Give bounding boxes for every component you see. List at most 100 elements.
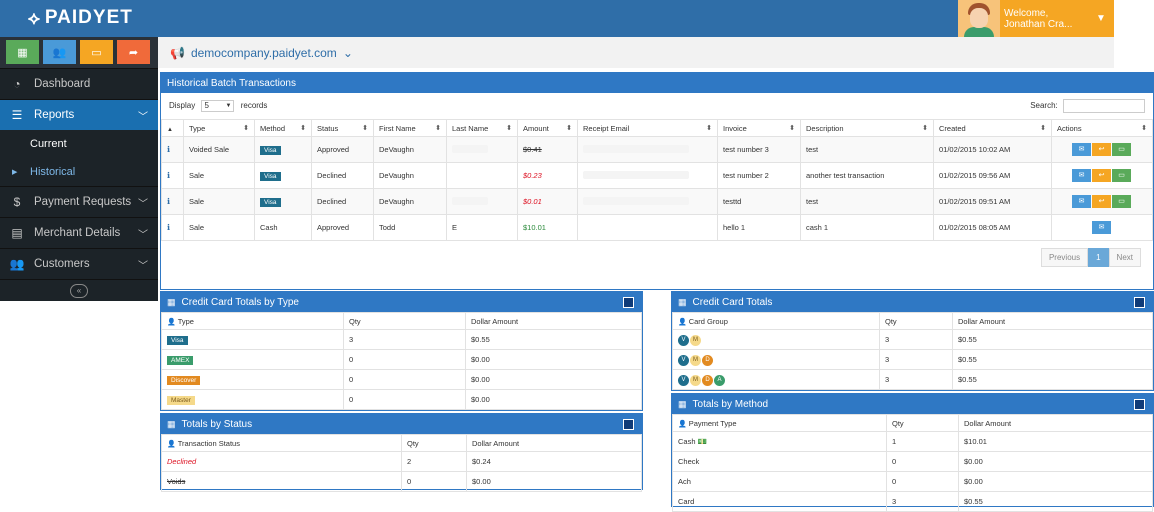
sidebar-item-customers[interactable]: 👥 Customers ﹀ bbox=[0, 248, 158, 279]
column-header[interactable]: Status ⬍ bbox=[311, 119, 374, 137]
column-header[interactable]: Invoice ⬍ bbox=[717, 119, 801, 137]
email-receipt-button[interactable]: ✉ bbox=[1072, 143, 1091, 156]
visa-circle: V bbox=[678, 374, 689, 386]
column-header[interactable]: Method ⬍ bbox=[254, 119, 312, 137]
column-header[interactable]: First Name ⬍ bbox=[373, 119, 447, 137]
email-receipt-button[interactable]: ✉ bbox=[1072, 195, 1091, 208]
column-header[interactable]: Receipt Email ⬍ bbox=[577, 119, 718, 137]
panel-title: Historical Batch Transactions bbox=[167, 77, 296, 89]
visa-badge: Visa bbox=[260, 145, 281, 155]
brand-logo[interactable]: ⟡ PAIDYET bbox=[28, 7, 133, 29]
first-name-cell: DeVaughn bbox=[373, 136, 447, 163]
discover-badge: Discover bbox=[167, 375, 201, 385]
column-header[interactable]: Actions ⬍ bbox=[1051, 119, 1153, 137]
pagination: Previous 1 Next bbox=[161, 241, 1153, 274]
column-header[interactable]: Type ⬍ bbox=[183, 119, 255, 137]
quick-actions: ▦ 👥 ▭ ➦ bbox=[0, 37, 158, 68]
email-receipt-button[interactable]: ✉ bbox=[1092, 221, 1111, 234]
page-1-button[interactable]: 1 bbox=[1088, 248, 1109, 267]
sidebar-item-payment-requests[interactable]: $ Payment Requests ﹀ bbox=[0, 186, 158, 217]
user-menu[interactable]: Welcome, Jonathan Cra... ▼ bbox=[958, 0, 1114, 37]
sidebar-subitem-current[interactable]: Current bbox=[0, 130, 158, 158]
collapse-row: « bbox=[0, 279, 158, 301]
email-receipt-button[interactable]: ✉ bbox=[1072, 169, 1091, 182]
document-icon: ▤ bbox=[11, 226, 23, 240]
column-header[interactable]: Amount ⬍ bbox=[517, 119, 578, 137]
previous-page-button[interactable]: Previous bbox=[1040, 248, 1089, 267]
email-cell bbox=[577, 136, 718, 163]
redacted-text bbox=[583, 170, 689, 179]
sidebar-item-dashboard[interactable]: ◔ Dashboard bbox=[0, 68, 158, 99]
calendar-button[interactable]: ▦ bbox=[6, 40, 39, 64]
refund-button[interactable]: ↩ bbox=[1092, 143, 1111, 156]
user-icon: 👤 bbox=[678, 318, 687, 326]
amount-cell: $0.01 bbox=[517, 188, 578, 215]
master-badge: Master bbox=[167, 395, 195, 405]
panel-toggle-button[interactable] bbox=[623, 297, 634, 308]
panel-toggle-button[interactable] bbox=[1134, 399, 1145, 410]
search-input[interactable] bbox=[1063, 99, 1145, 113]
info-icon[interactable]: ℹ bbox=[167, 223, 171, 232]
panel-header: ▦ Totals by Method bbox=[672, 394, 1153, 414]
actions-cell: ✉ ↩ ▭ bbox=[1051, 188, 1153, 215]
domain-selector[interactable]: democompany.paidyet.com bbox=[190, 45, 337, 60]
column-header[interactable]: Created ⬍ bbox=[933, 119, 1052, 137]
chevron-down-icon: ﹀ bbox=[138, 111, 148, 123]
column-header[interactable]: Last Name ⬍ bbox=[446, 119, 518, 137]
actions-cell: ✉ ↩ ▭ bbox=[1051, 136, 1153, 163]
display-label: Display bbox=[169, 101, 196, 110]
table-row: Ach 0 $0.00 bbox=[672, 471, 1153, 492]
card-button[interactable]: ▭ bbox=[1112, 143, 1131, 156]
amount-cell: $0.00 bbox=[465, 349, 642, 370]
sidebar-subitem-historical[interactable]: ▶ Historical bbox=[0, 158, 158, 186]
master-circle: M bbox=[690, 334, 701, 346]
payment-type-cell: Ach bbox=[672, 471, 887, 492]
invoice-cell: testtd bbox=[717, 188, 801, 215]
column-header: 👤 Transaction Status bbox=[161, 434, 402, 452]
sort-icon: ⬍ bbox=[506, 124, 512, 132]
sidebar-item-merchant-details[interactable]: ▤ Merchant Details ﹀ bbox=[0, 217, 158, 248]
status-cell: Declined bbox=[311, 188, 374, 215]
sidebar-item-label: Merchant Details bbox=[34, 227, 121, 239]
table-row: Cash 💵 1 $10.01 bbox=[672, 431, 1153, 452]
sidebar-item-reports[interactable]: ☰ Reports ﹀ bbox=[0, 99, 158, 130]
qty-cell: 3 bbox=[879, 349, 953, 370]
panel-toggle-button[interactable] bbox=[1134, 297, 1145, 308]
brand-name: PAIDYET bbox=[44, 7, 133, 28]
table-row: Declined 2 $0.24 bbox=[161, 451, 642, 472]
refund-button[interactable]: ↩ bbox=[1092, 169, 1111, 182]
visa-badge: Visa bbox=[260, 197, 281, 207]
panel-title: Totals by Method bbox=[692, 398, 769, 410]
sort-column[interactable]: ▲ bbox=[161, 119, 184, 137]
credit-card-button[interactable]: ▭ bbox=[80, 40, 113, 64]
table-row: Card 3 $0.55 bbox=[672, 491, 1153, 512]
sidebar-item-label: Customers bbox=[34, 258, 90, 270]
records-select[interactable]: 5 ▼ bbox=[201, 100, 235, 112]
card-button[interactable]: ▭ bbox=[1112, 169, 1131, 182]
share-icon: ➦ bbox=[128, 46, 139, 59]
arrows-logo-icon: ⟡ bbox=[28, 7, 41, 28]
panel-toggle-button[interactable] bbox=[623, 419, 634, 430]
qty-cell: 3 bbox=[879, 329, 953, 350]
info-icon[interactable]: ℹ bbox=[167, 145, 171, 154]
amount-cell: $0.41 bbox=[517, 136, 578, 163]
description-cell: test bbox=[800, 188, 934, 215]
users-button[interactable]: 👥 bbox=[43, 40, 76, 64]
status-cell: Declined bbox=[311, 162, 374, 189]
next-page-button[interactable]: Next bbox=[1108, 248, 1141, 267]
table-header-row: 👤 Card Group Qty Dollar Amount bbox=[672, 312, 1153, 330]
column-header: Dollar Amount bbox=[466, 434, 642, 452]
card-button[interactable]: ▭ bbox=[1112, 195, 1131, 208]
info-icon[interactable]: ℹ bbox=[167, 171, 171, 180]
refund-button[interactable]: ↩ bbox=[1092, 195, 1111, 208]
info-icon[interactable]: ℹ bbox=[167, 197, 171, 206]
table-row: ℹ Sale Visa Declined DeVaughn $0.23 test… bbox=[161, 162, 1153, 189]
status-cell: Approved bbox=[311, 136, 374, 163]
collapse-sidebar-button[interactable]: « bbox=[70, 283, 88, 298]
user-avatar-icon bbox=[958, 0, 1000, 37]
visa-circle: V bbox=[678, 334, 689, 346]
column-header[interactable]: Description ⬍ bbox=[800, 119, 934, 137]
amount-cell: $0.55 bbox=[952, 329, 1153, 350]
share-button[interactable]: ➦ bbox=[117, 40, 150, 64]
